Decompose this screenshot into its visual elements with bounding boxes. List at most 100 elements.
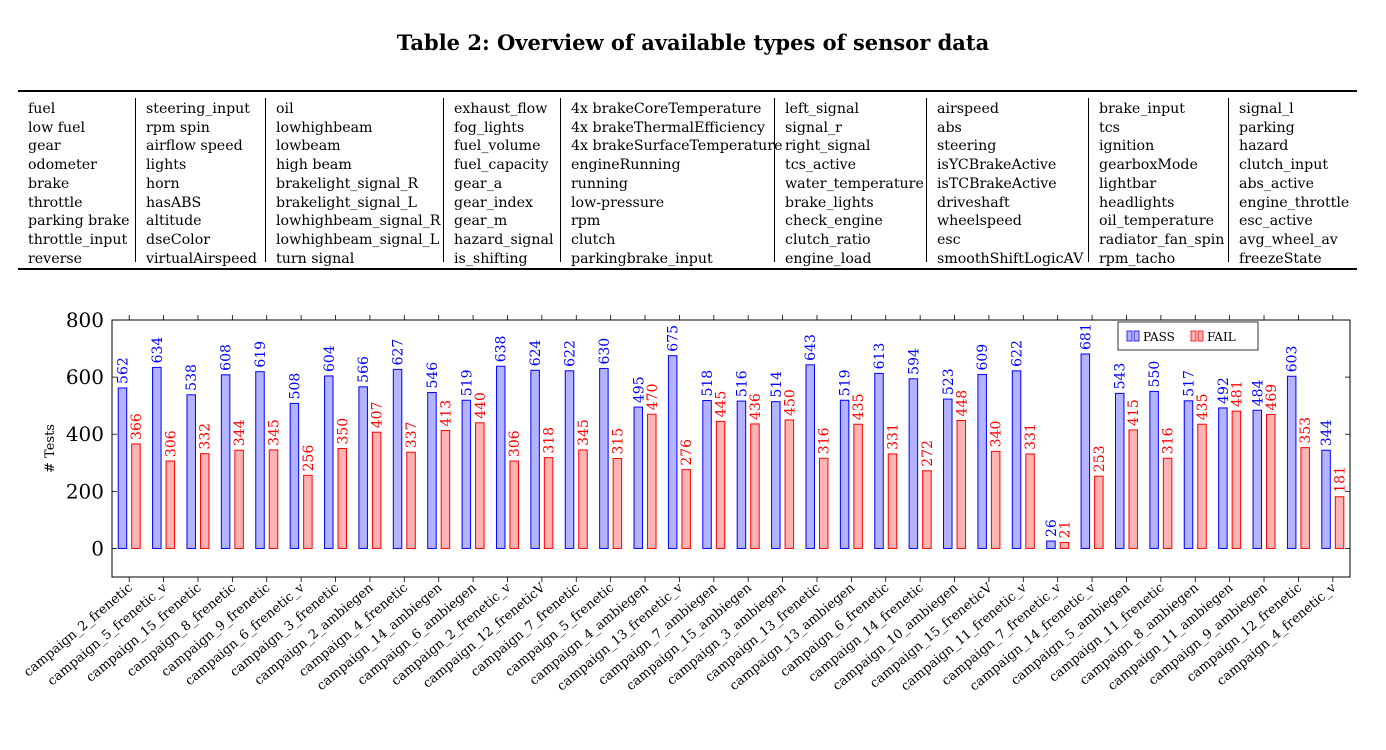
fail-bar xyxy=(1094,475,1104,549)
pass-bar xyxy=(461,399,472,549)
table-cell: 4x brakeThermalEfficiency xyxy=(571,119,766,136)
pass-bar xyxy=(839,399,850,549)
pass-value-label: 517 xyxy=(1182,370,1198,397)
pass-value-label: 566 xyxy=(356,356,372,383)
fail-value-label: 318 xyxy=(542,427,558,454)
pass-value-label: 619 xyxy=(253,341,269,368)
pass-bar xyxy=(1080,353,1091,549)
fail-value-label: 470 xyxy=(645,383,661,410)
fail-bar xyxy=(440,430,451,549)
fail-bar xyxy=(1300,447,1310,549)
legend-box xyxy=(1117,321,1259,351)
table-cell: throttle_input xyxy=(28,231,128,248)
pass-bar xyxy=(392,368,403,549)
table-cell: gear xyxy=(28,138,61,155)
fail-value-label: 272 xyxy=(920,440,936,467)
table-cell: avg_wheel_av xyxy=(1239,231,1338,248)
table-cell: clutch_ratio xyxy=(785,231,871,248)
table-cell: steering xyxy=(937,138,997,155)
fail-value-label: 353 xyxy=(1298,417,1314,444)
pass-value-label: 627 xyxy=(391,339,407,366)
plot-frame xyxy=(111,319,1351,578)
fail-bar xyxy=(578,449,588,549)
table-caption: Table 2: Overview of available types of … xyxy=(396,30,990,55)
fail-bar xyxy=(1025,453,1035,549)
pass-bar xyxy=(1114,392,1125,549)
y-tick-label: 800 xyxy=(66,308,104,332)
legend-pass-swatch xyxy=(1126,330,1133,342)
fail-value-label: 181 xyxy=(1333,466,1349,493)
table-cell: altitude xyxy=(146,213,202,230)
table-cell: oil_temperature xyxy=(1099,213,1214,230)
table-cell: fog_lights xyxy=(454,119,525,136)
table-cell: gear_a xyxy=(454,175,503,192)
pass-value-label: 630 xyxy=(597,338,613,365)
fail-value-label: 253 xyxy=(1092,445,1108,472)
pass-value-label: 643 xyxy=(803,334,819,361)
table-column: brake_input tcs ignition gearboxMode lightba… xyxy=(1089,98,1229,267)
fail-value-label: 331 xyxy=(886,423,902,450)
table-cell: gear_index xyxy=(454,194,533,211)
pass-value-label: 603 xyxy=(1285,346,1301,373)
table-cell: airflow speed xyxy=(146,138,243,155)
pass-bar xyxy=(874,372,884,549)
table-column: signal_l parking hazard clutch_input abs_act… xyxy=(1229,98,1357,267)
fail-value-label: 315 xyxy=(610,428,626,455)
fail-value-label: 350 xyxy=(335,418,351,445)
pass-bar xyxy=(358,386,368,549)
pass-bar xyxy=(152,366,162,549)
pass-value-label: 516 xyxy=(734,370,750,397)
fail-value-label: 306 xyxy=(163,430,179,457)
table-cell: smoothShiftLogicAV xyxy=(937,250,1084,267)
table-cell: signal_r xyxy=(785,119,842,136)
fail-value-label: 436 xyxy=(748,393,764,420)
fail-bar xyxy=(509,460,519,549)
pass-bar xyxy=(771,401,781,549)
table-column: fuel low fuel gear odometer brake throttle par… xyxy=(18,98,136,267)
pass-bar xyxy=(289,402,300,549)
table-cell: abs_active xyxy=(1239,175,1314,192)
fail-value-label: 407 xyxy=(370,401,386,428)
table-cell: water_temperature xyxy=(785,175,924,192)
table-cell: rpm_tacho xyxy=(1099,250,1176,267)
table-cell: dseColor xyxy=(146,231,211,248)
pass-value-label: 495 xyxy=(631,376,647,403)
table-cell: lights xyxy=(146,157,187,174)
fail-bar xyxy=(1059,541,1070,549)
fail-bar xyxy=(1266,414,1276,549)
pass-value-label: 514 xyxy=(769,371,785,398)
table-cell: ignition xyxy=(1099,138,1155,155)
pass-bar xyxy=(1286,375,1297,549)
pass-value-label: 550 xyxy=(1147,361,1163,388)
table-column: 4x brakeCoreTemperature 4x brakeThermalEf… xyxy=(561,98,783,267)
fail-bar xyxy=(750,423,760,549)
table-cell: fuel xyxy=(28,101,56,117)
pass-value-label: 344 xyxy=(1319,419,1335,446)
table-cell: left_signal xyxy=(785,101,860,117)
y-tick-label: 600 xyxy=(66,365,104,389)
fail-value-label: 450 xyxy=(782,389,798,416)
table-cell: lowhighbeam_signal_R xyxy=(276,213,441,230)
sensor-data-table: fuel low fuel gear odometer brake throttle par… xyxy=(18,90,1357,270)
pass-value-label: 546 xyxy=(425,362,441,389)
fail-value-label: 415 xyxy=(1126,399,1142,426)
fail-value-label: 435 xyxy=(851,393,867,420)
fail-bar xyxy=(784,419,795,549)
table-cell: turn signal xyxy=(276,250,355,267)
legend-pass-label: PASS xyxy=(1143,330,1175,344)
table-cell: parking xyxy=(1239,119,1295,136)
table-cell: lowhighbeam xyxy=(276,119,373,136)
table-cell: clutch xyxy=(571,231,616,248)
fail-bar xyxy=(1334,496,1345,549)
fail-bar xyxy=(234,449,244,549)
table-cell: rpm xyxy=(571,213,601,230)
pass-value-label: 484 xyxy=(1250,379,1266,406)
fail-bar xyxy=(818,457,829,549)
pass-bar xyxy=(564,370,575,549)
table-cell: headlights xyxy=(1099,194,1175,211)
fail-bar xyxy=(922,470,932,549)
fail-bar xyxy=(887,453,898,549)
table-cell: tcs xyxy=(1099,119,1120,136)
table-cell: tcs_active xyxy=(785,157,857,174)
table-cell: engine_load xyxy=(785,250,872,267)
